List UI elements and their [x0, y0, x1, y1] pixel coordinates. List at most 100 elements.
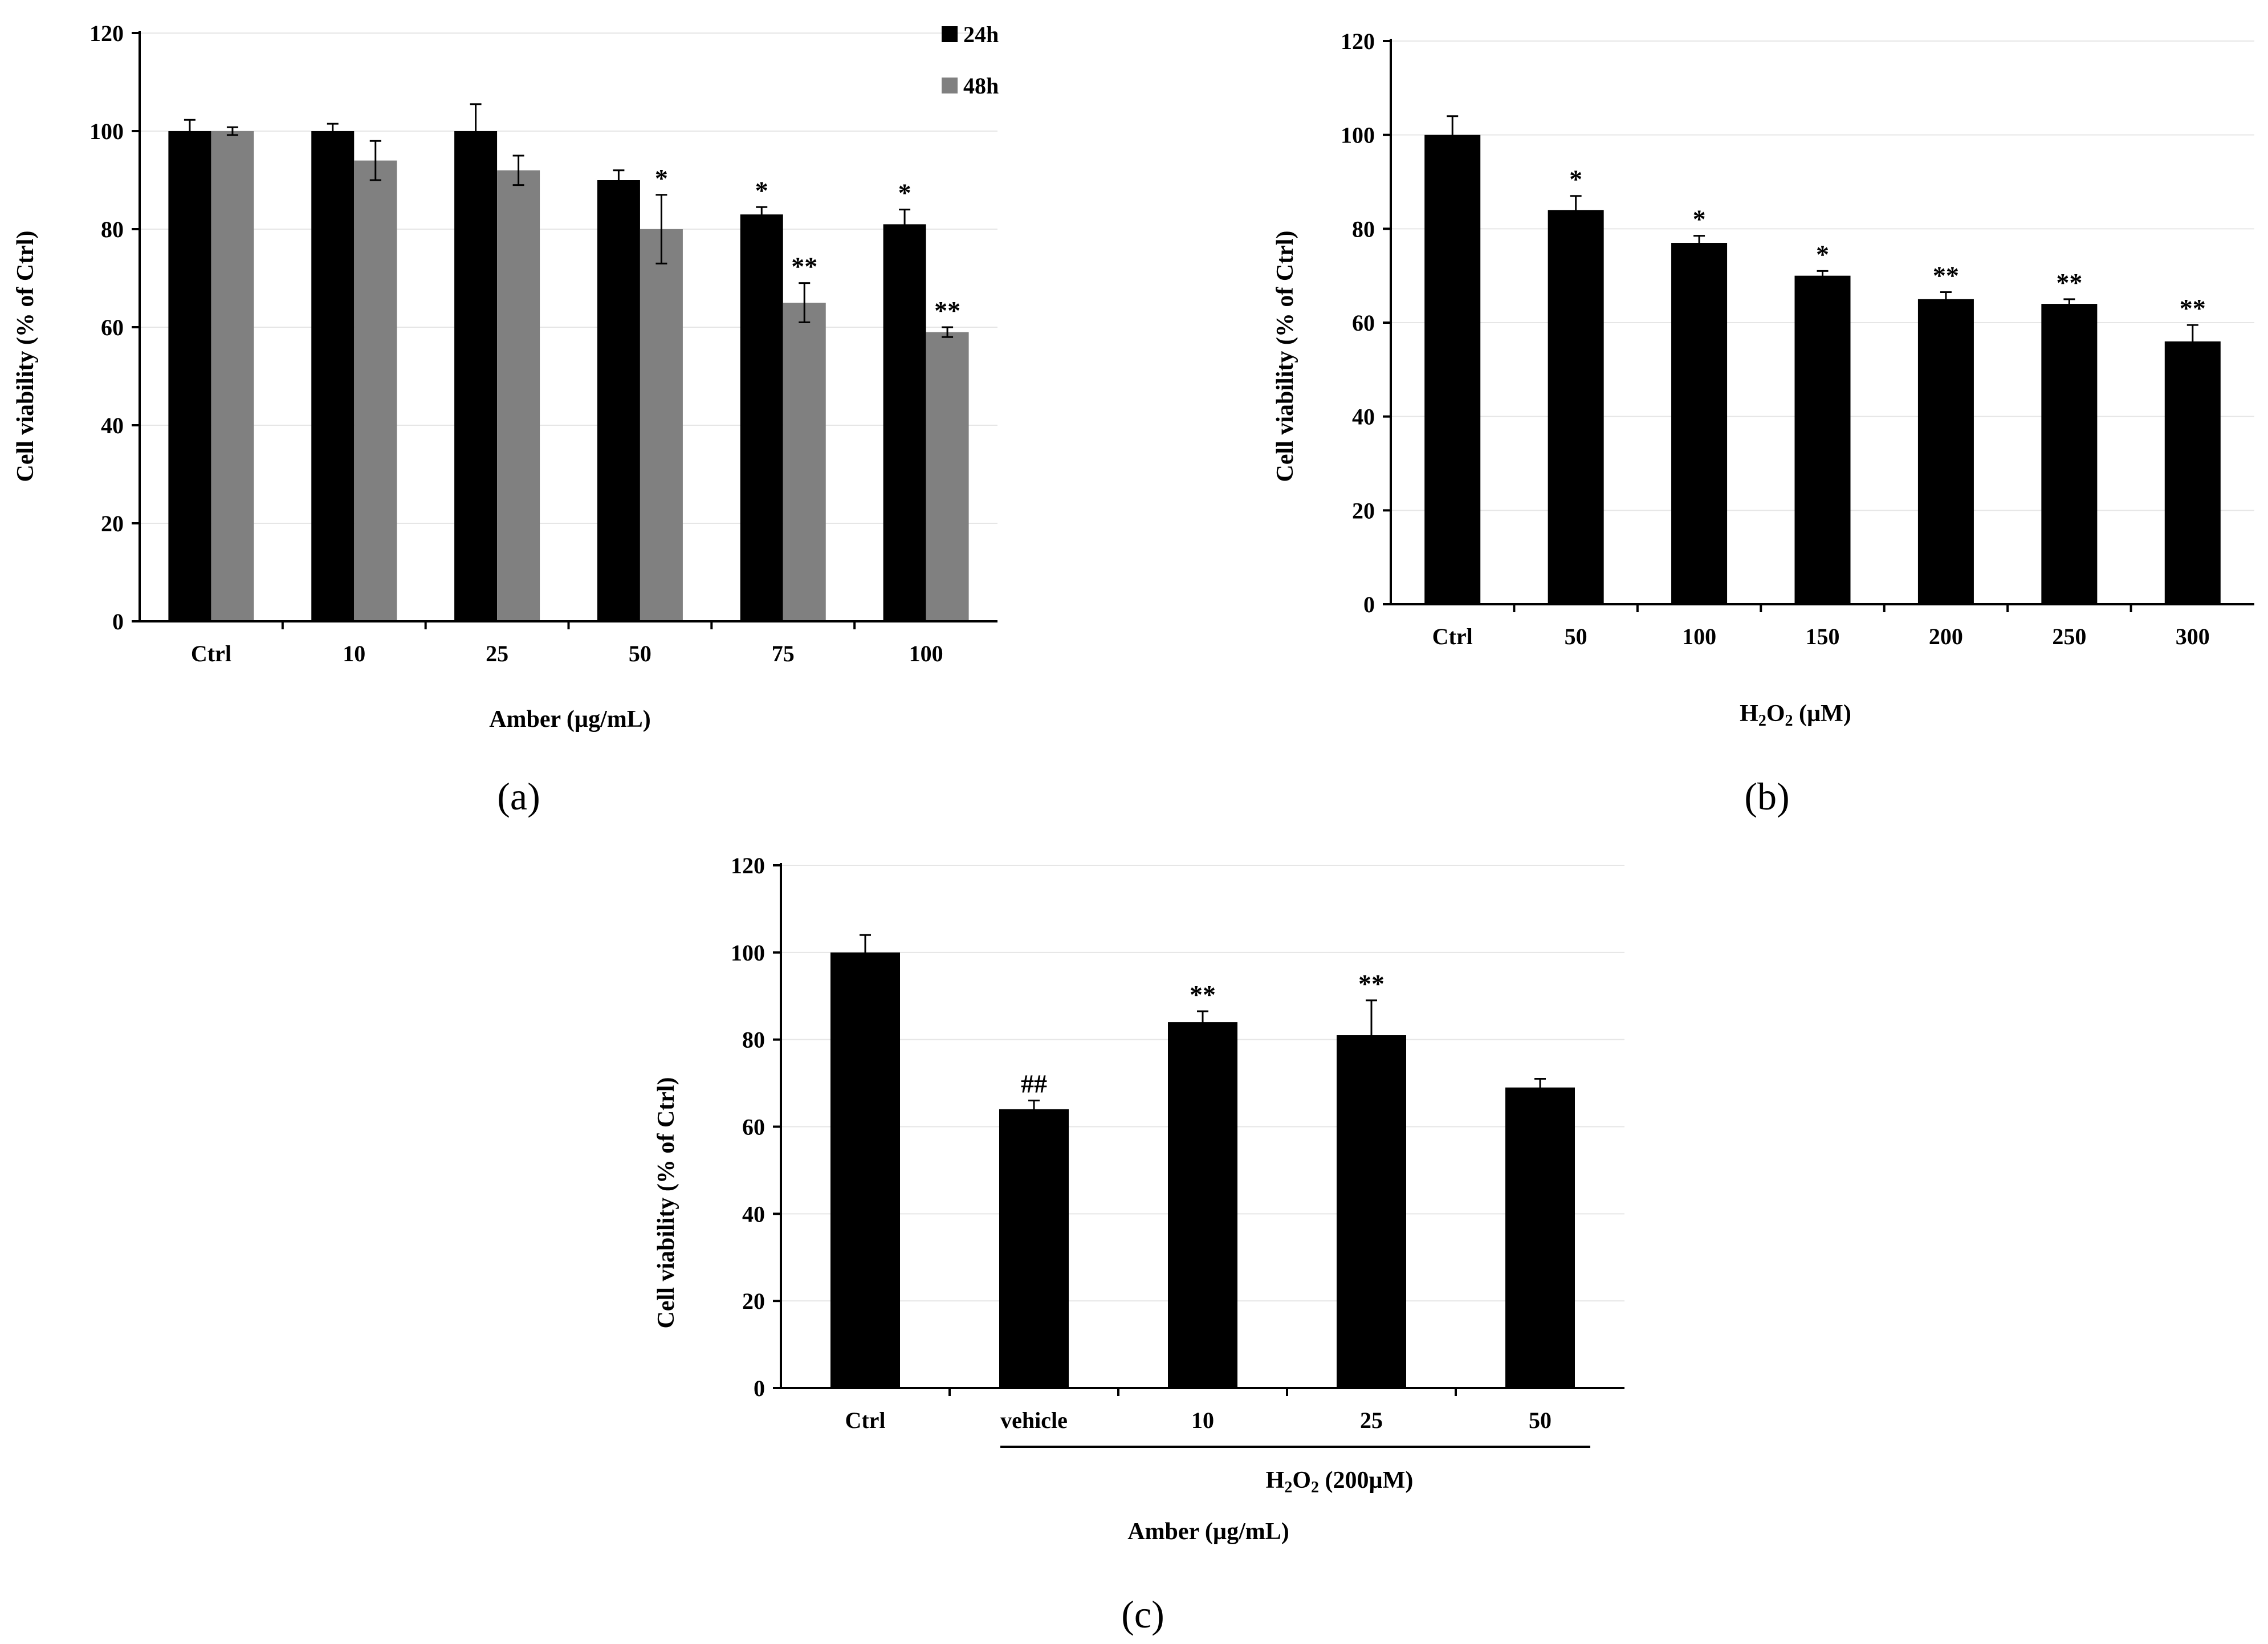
significance-marker: ** [1358, 969, 1385, 998]
bar [311, 131, 355, 621]
panel-c-x-axis-title: Amber (µg/mL) [1127, 1519, 1289, 1545]
panel-a-bars: * ****** [168, 103, 969, 622]
panel-a-y-axis-title: Cell viability (% of Ctrl) [13, 231, 39, 482]
bar [999, 1109, 1069, 1388]
bar [640, 229, 683, 621]
panel-a-x-axis-title: Amber (µg/mL) [489, 706, 651, 733]
bar [354, 160, 397, 622]
y-tick-label: 60 [1352, 310, 1375, 336]
legend-label-48h: 48h [963, 73, 999, 99]
bar [926, 332, 969, 621]
bar [1505, 1087, 1575, 1388]
x-tick-label: 50 [1565, 624, 1587, 649]
bar [1671, 243, 1728, 604]
panel-a-label: (a) [497, 775, 540, 818]
y-tick-label: 20 [742, 1288, 765, 1314]
x-tick-label: 250 [2052, 624, 2086, 649]
y-tick-label: 20 [101, 511, 124, 536]
panel-c-x-ticks: Ctrl vehicle 10 25 50 [845, 1407, 1552, 1433]
bar [1168, 1022, 1237, 1388]
panel-c-axes [773, 863, 1624, 1396]
bar [2041, 304, 2098, 604]
x-tick-label: 10 [1191, 1407, 1214, 1433]
y-tick-label: 60 [742, 1114, 765, 1140]
panel-b-y-axis-title: Cell viability (% of Ctrl) [1272, 231, 1298, 482]
legend-label-24h: 24h [963, 22, 999, 47]
x-tick-label: 50 [629, 641, 652, 666]
panel-b-y-ticks: 0 20 40 60 80 100 120 [1341, 29, 1375, 617]
panel-c-bars: ## ** ** [830, 934, 1575, 1388]
x-tick-label: 75 [772, 641, 795, 666]
significance-marker: ** [791, 252, 817, 281]
y-tick-label: 20 [1352, 498, 1375, 523]
panel-c-group-o: O [1292, 1467, 1311, 1494]
panel-b-x-axis-title: H2O2 (µM) [1740, 701, 1851, 730]
panel-c-y-axis-title: Cell viability (% of Ctrl) [653, 1077, 679, 1329]
significance-marker: * [1816, 239, 1829, 268]
x-tick-label: 25 [486, 641, 508, 666]
panel-b-bars: ***** **** [1424, 115, 2221, 605]
significance-marker: * [898, 178, 911, 207]
x-tick-label: 300 [2176, 624, 2210, 649]
y-tick-label: 40 [101, 413, 124, 438]
panel-b-x-ticks: Ctrl 50 100 150 200 250 300 [1432, 624, 2210, 649]
significance-marker: ** [2180, 294, 2206, 323]
y-tick-label: 40 [742, 1201, 765, 1227]
panel-b-xlabel-sub1: 2 [1758, 712, 1766, 730]
x-tick-label: 100 [909, 641, 943, 666]
bar [1337, 1035, 1406, 1388]
x-tick-label: 50 [1529, 1407, 1552, 1433]
y-tick-label: 100 [89, 119, 124, 144]
significance-marker: * [1569, 165, 1582, 194]
bar [454, 131, 498, 621]
bar [830, 952, 900, 1388]
panel-c-group-sub1: 2 [1284, 1479, 1292, 1496]
bar [597, 180, 640, 621]
y-tick-label: 40 [1352, 404, 1375, 430]
x-tick-label: 200 [1929, 624, 1963, 649]
significance-marker: * [755, 176, 768, 205]
y-tick-label: 0 [112, 609, 124, 634]
legend-swatch-24h [942, 26, 958, 42]
significance-marker: ## [1021, 1069, 1047, 1098]
y-tick-label: 100 [731, 940, 765, 966]
x-tick-label: Ctrl [1432, 624, 1473, 649]
y-tick-label: 80 [101, 217, 124, 242]
panel-a-axes [132, 31, 997, 629]
panel-b-xlabel-sub2: 2 [1785, 712, 1793, 730]
y-tick-label: 120 [1341, 29, 1375, 54]
y-tick-label: 100 [1341, 123, 1375, 148]
x-tick-label: 25 [1360, 1407, 1383, 1433]
legend-swatch-48h [942, 78, 958, 93]
panel-c-y-ticks: 0 20 40 60 80 100 120 [731, 853, 765, 1401]
bar [1794, 275, 1851, 605]
bar [740, 214, 783, 621]
panel-b-xlabel-h: H [1740, 701, 1758, 727]
bar [783, 303, 826, 621]
bar [2164, 341, 2221, 604]
panel-a-grid [140, 32, 997, 524]
bar [211, 131, 254, 621]
panel-c-group-conc: (200µM) [1319, 1467, 1413, 1494]
significance-marker: ** [1190, 980, 1216, 1009]
panel-a-x-ticks: Ctrl 10 25 50 75 100 [191, 641, 943, 666]
panel-b-xlabel-o: O [1766, 701, 1785, 727]
panel-c-group-sub2: 2 [1311, 1479, 1319, 1496]
x-tick-label: Ctrl [191, 641, 231, 666]
x-tick-label: 150 [1806, 624, 1840, 649]
y-tick-label: 0 [754, 1376, 765, 1401]
x-tick-label: 100 [1682, 624, 1716, 649]
significance-marker: ** [2056, 268, 2082, 297]
bar [497, 170, 540, 621]
y-tick-label: 80 [1352, 216, 1375, 242]
significance-marker: ** [934, 296, 960, 325]
x-tick-label: vehicle [1000, 1407, 1068, 1433]
panel-c-group-h: H [1266, 1467, 1285, 1494]
y-tick-label: 120 [731, 853, 765, 878]
panel-c-label: (c) [1121, 1593, 1164, 1636]
y-tick-label: 60 [101, 315, 124, 340]
panel-b-xlabel-unit: (µM) [1793, 701, 1851, 727]
